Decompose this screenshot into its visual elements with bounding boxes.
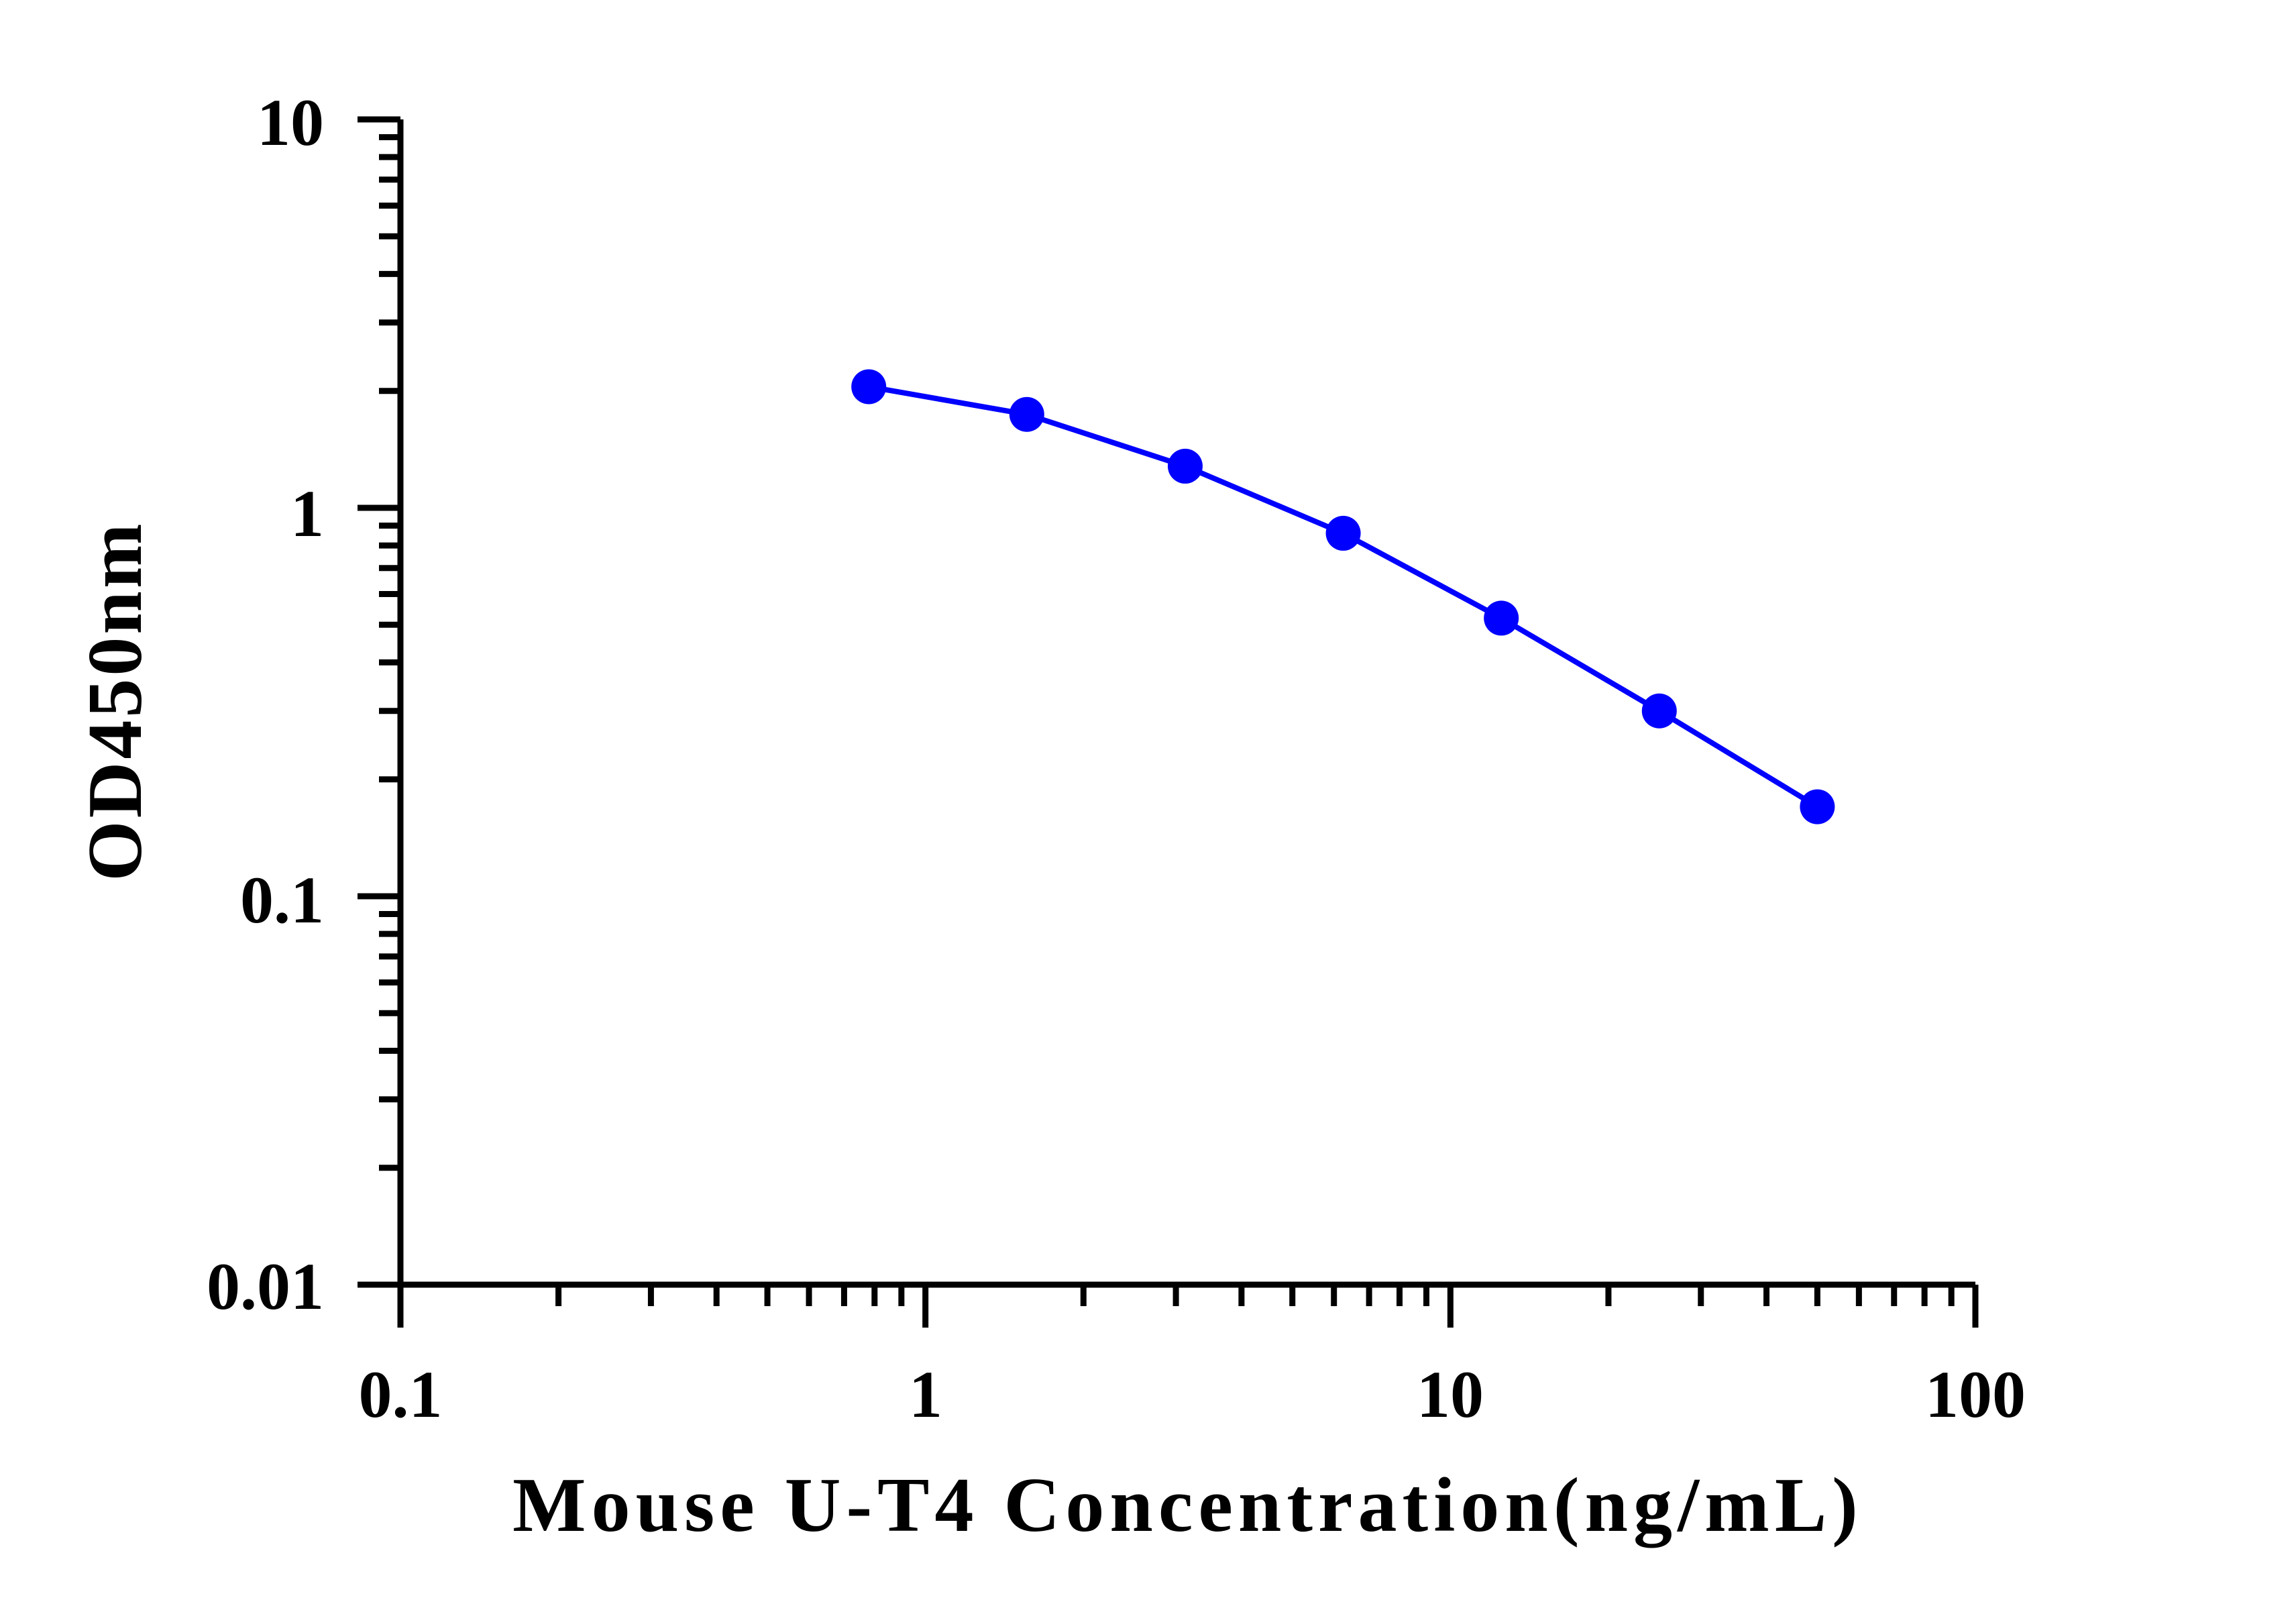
series-line — [868, 384, 1819, 809]
data-point — [1800, 789, 1835, 824]
x-ticks — [397, 1285, 1979, 1328]
data-point — [1009, 396, 1044, 432]
y-axis-title: OD450nm — [72, 521, 158, 881]
y-tick-label-1: 0.1 — [240, 863, 324, 937]
data-point — [1641, 693, 1677, 729]
x-tick-label-3: 100 — [1925, 1357, 2026, 1432]
x-axis-title: Mouse U-T4 Concentration(ng/mL) — [512, 1462, 1863, 1548]
x-tick-label-2: 10 — [1417, 1357, 1484, 1432]
y-tick-label-3: 10 — [257, 85, 324, 160]
data-point — [1167, 448, 1203, 484]
y-tick-label-0: 0.01 — [207, 1249, 324, 1324]
x-tick-label-0: 0.1 — [359, 1357, 443, 1432]
y-tick-label-2: 1 — [290, 476, 324, 551]
data-point — [1325, 515, 1361, 551]
plot-area — [358, 116, 1979, 1328]
x-tick-label-1: 1 — [909, 1357, 942, 1432]
y-ticks — [358, 116, 400, 1288]
series-group — [851, 369, 1835, 824]
data-point — [1484, 600, 1519, 636]
data-point — [851, 369, 887, 405]
